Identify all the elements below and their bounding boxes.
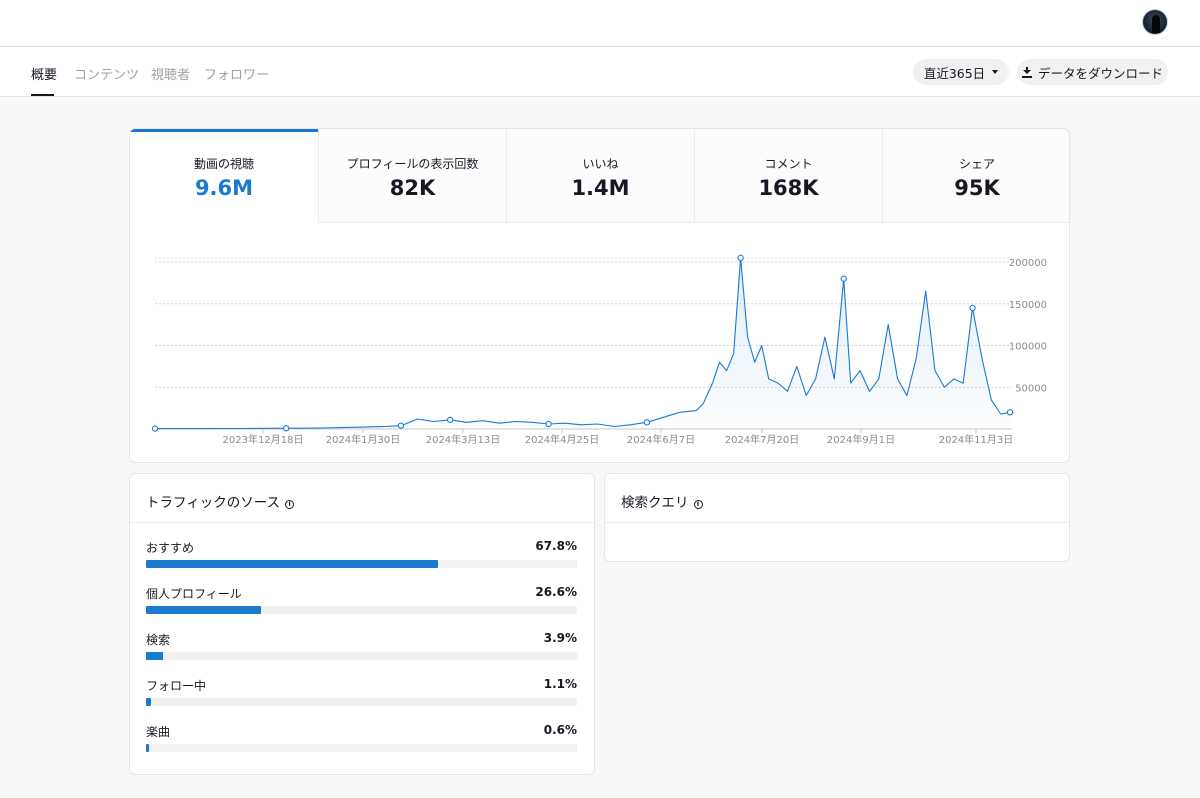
series-line xyxy=(155,257,1011,430)
tab-content[interactable]: コンテンツ xyxy=(74,68,140,83)
active-tab-indicator xyxy=(31,94,54,96)
x-tick-label: 2023年12月18日 xyxy=(223,433,304,446)
traffic-title: トラフィックのソース i xyxy=(146,491,295,511)
source-name: おすすめ xyxy=(146,541,195,555)
overview-card: 動画の視聴 9.6M プロフィールの表示回数 82K いいね 1.4M コメント… xyxy=(129,128,1070,463)
metric-label: シェア xyxy=(958,157,995,171)
data-point[interactable] xyxy=(283,425,290,432)
traffic-sources-card: トラフィックのソース i おすすめ 67.8% 個人プロフィール 26.6% 検索 3.9%… xyxy=(129,473,595,775)
search-title: 検索クエリ i xyxy=(621,491,703,511)
data-point[interactable] xyxy=(1006,409,1014,416)
source-percentage: 26.6% xyxy=(535,585,577,599)
traffic-source-row: 楽曲 0.6% xyxy=(146,723,577,757)
metric-label: コメント xyxy=(764,157,813,171)
y-tick-label: 50000 xyxy=(1015,383,1047,394)
x-tick-label: 2024年9月1日 xyxy=(827,433,895,446)
source-bar-fill xyxy=(146,698,151,706)
x-tick-label: 2024年4月25日 xyxy=(525,433,600,446)
source-bar-fill xyxy=(146,606,261,614)
metric-value: 9.6M xyxy=(194,176,254,200)
data-point[interactable] xyxy=(643,419,651,426)
data-point[interactable] xyxy=(737,254,744,261)
data-point[interactable] xyxy=(840,275,847,282)
x-tick-label: 2024年11月3日 xyxy=(939,433,1014,446)
metric-likes[interactable]: いいね 1.4M xyxy=(506,129,694,223)
tab-followers[interactable]: フォロワー xyxy=(204,68,270,83)
metric-profile-views[interactable]: プロフィールの表示回数 82K xyxy=(318,129,506,223)
tab-viewers[interactable]: 視聴者 xyxy=(151,68,191,83)
traffic-source-row: おすすめ 67.8% xyxy=(146,539,577,573)
info-icon[interactable]: i xyxy=(285,500,295,509)
download-icon xyxy=(1021,66,1032,78)
sub-nav: 概要 コンテンツ 視聴者 フォロワー 直近365日 データをダウンロード xyxy=(0,47,1200,97)
source-percentage: 3.9% xyxy=(543,631,577,645)
series-area xyxy=(155,257,1010,429)
traffic-source-row: 検索 3.9% xyxy=(146,631,577,665)
download-label: データをダウンロード xyxy=(1037,65,1163,81)
y-tick-label: 150000 xyxy=(1009,300,1047,311)
traffic-title-text: トラフィックのソース xyxy=(146,495,281,511)
source-bar-track xyxy=(146,744,577,752)
caret-down-icon xyxy=(992,70,999,74)
source-name: 個人プロフィール xyxy=(146,587,242,601)
data-point[interactable] xyxy=(151,425,159,432)
date-range-label: 直近365日 xyxy=(923,65,986,81)
search-queries-card: 検索クエリ i xyxy=(604,473,1070,562)
x-tick-label: 2024年6月7日 xyxy=(627,433,695,446)
source-name: フォロー中 xyxy=(146,679,207,693)
source-bar-track xyxy=(146,560,577,568)
data-point[interactable] xyxy=(447,416,454,423)
data-point[interactable] xyxy=(397,422,405,429)
x-tick-label: 2024年3月13日 xyxy=(426,433,501,446)
divider xyxy=(605,522,1069,523)
tab-overview[interactable]: 概要 xyxy=(31,68,58,83)
source-percentage: 67.8% xyxy=(535,539,577,553)
data-point[interactable] xyxy=(545,420,552,428)
download-data-button[interactable]: データをダウンロード xyxy=(1017,59,1168,85)
traffic-source-row: フォロー中 1.1% xyxy=(146,677,577,711)
y-tick-label: 100000 xyxy=(1009,342,1047,353)
metric-shares[interactable]: シェア 95K xyxy=(882,129,1069,223)
metric-value: 95K xyxy=(954,176,1000,200)
source-percentage: 1.1% xyxy=(543,677,577,691)
views-chart[interactable]: 200000 150000 100000 50000 2023年12月18日 2024年1… xyxy=(130,223,1070,463)
info-icon[interactable]: i xyxy=(693,500,703,509)
divider xyxy=(130,522,594,523)
y-tick-label: 200000 xyxy=(1009,258,1047,269)
x-tick-label: 2024年1月30日 xyxy=(326,433,401,446)
source-bar-track xyxy=(146,652,577,660)
selected-metric-indicator xyxy=(130,129,318,132)
traffic-source-row: 個人プロフィール 26.6% xyxy=(146,585,577,619)
top-bar xyxy=(0,0,1200,47)
metric-value: 168K xyxy=(758,176,819,200)
metric-comments[interactable]: コメント 168K xyxy=(694,129,882,223)
metric-label: いいね xyxy=(582,157,619,171)
source-name: 楽曲 xyxy=(146,725,171,739)
metric-video-views[interactable]: 動画の視聴 9.6M xyxy=(130,129,318,223)
data-point[interactable] xyxy=(969,304,976,312)
metric-label: 動画の視聴 xyxy=(193,157,254,171)
date-range-select[interactable]: 直近365日 xyxy=(913,59,1009,85)
source-bar-fill xyxy=(146,560,439,568)
metric-value: 1.4M xyxy=(571,176,630,200)
source-bar-fill xyxy=(146,652,163,660)
avatar[interactable] xyxy=(1142,9,1168,35)
x-tick-label: 2024年7月20日 xyxy=(725,433,800,446)
source-percentage: 0.6% xyxy=(543,723,577,737)
source-bar-fill xyxy=(146,744,149,752)
metric-value: 82K xyxy=(389,176,436,200)
source-bar-track xyxy=(146,606,577,614)
source-bar-track xyxy=(146,698,577,706)
search-title-text: 検索クエリ xyxy=(621,495,689,511)
source-name: 検索 xyxy=(146,633,171,647)
metric-label: プロフィールの表示回数 xyxy=(346,157,479,171)
